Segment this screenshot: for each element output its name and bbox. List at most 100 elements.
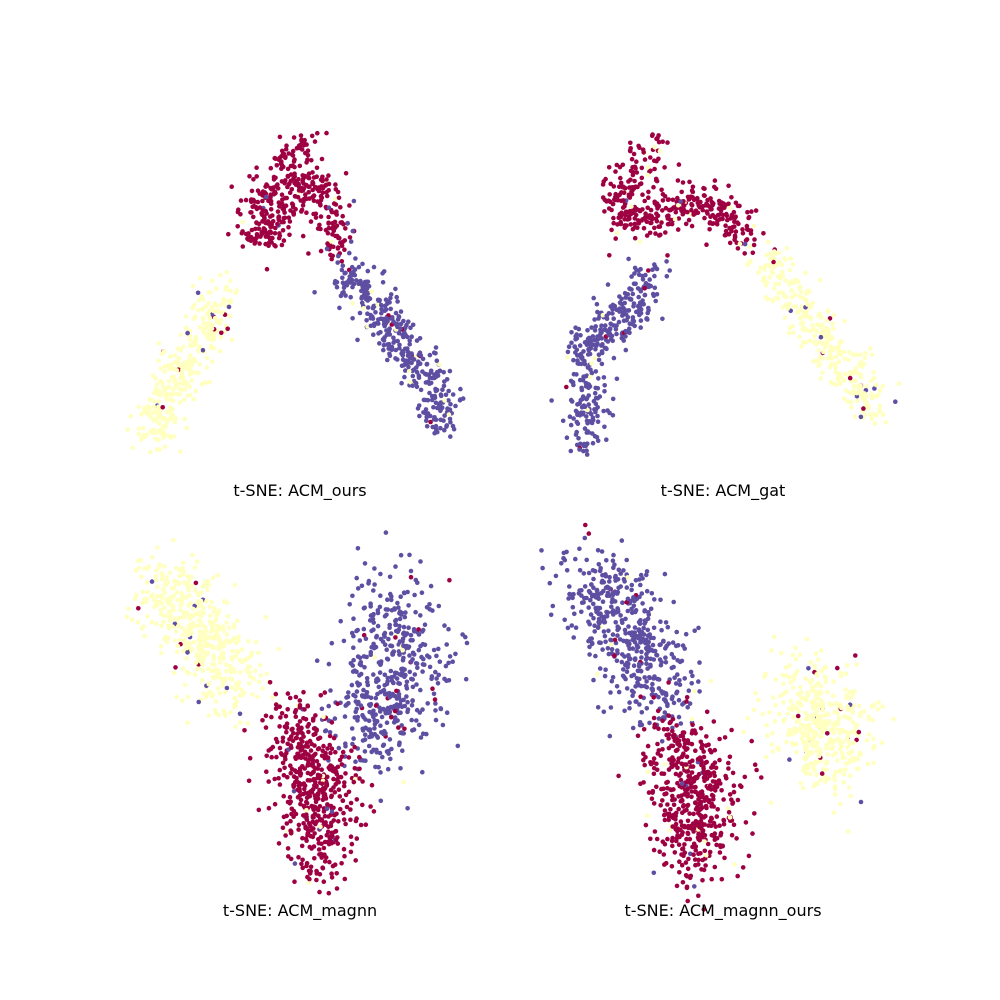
scatter-point-yellow	[198, 590, 204, 596]
scatter-point-red	[660, 798, 665, 803]
scatter-point-red	[686, 217, 692, 223]
scatter-point-yellow	[232, 582, 238, 588]
scatter-point-purple	[614, 610, 619, 615]
scatter-point-yellow	[852, 414, 858, 420]
scatter-point-purple	[370, 616, 376, 622]
scatter-point-yellow	[810, 323, 815, 328]
scatter-point-yellow	[662, 762, 668, 767]
scatter-point-yellow	[446, 412, 452, 417]
scatter-point-red	[254, 220, 259, 225]
scatter-point-yellow	[828, 344, 834, 350]
scatter-point-purple	[626, 653, 631, 659]
scatter-point-yellow	[565, 355, 570, 360]
scatter-point-red	[698, 726, 704, 731]
scatter-point-purple	[584, 396, 590, 401]
scatter-point-purple	[607, 574, 612, 580]
scatter-point-red	[319, 753, 325, 759]
scatter-point-red	[279, 154, 284, 159]
scatter-point-yellow	[797, 316, 803, 321]
scatter-point-purple	[599, 349, 605, 354]
scatter-point-yellow	[369, 289, 374, 295]
scatter-point-red	[236, 207, 241, 212]
scatter-point-purple	[636, 294, 641, 300]
scatter-point-yellow	[178, 637, 183, 642]
scatter-point-purple	[351, 736, 356, 741]
scatter-point-purple	[416, 403, 422, 408]
scatter-point-yellow	[172, 578, 178, 584]
scatter-point-purple	[351, 281, 357, 287]
scatter-point-red	[717, 217, 723, 222]
scatter-point-yellow	[825, 356, 831, 361]
scatter-point-yellow	[171, 374, 177, 380]
scatter-point-yellow	[869, 416, 875, 421]
scatter-point-red	[730, 770, 736, 776]
scatter-point-red	[653, 231, 658, 236]
scatter-point-red	[679, 761, 684, 767]
scatter-point-purple	[606, 651, 612, 657]
scatter-point-yellow	[182, 397, 187, 403]
scatter-point-purple	[423, 410, 428, 416]
scatter-point-red	[609, 227, 614, 233]
scatter-point-purple	[372, 582, 377, 587]
scatter-point-red	[700, 805, 705, 810]
scatter-point-red	[648, 760, 653, 765]
scatter-point-purple	[423, 397, 428, 403]
scatter-point-purple	[676, 697, 682, 703]
scatter-point-red	[669, 787, 674, 793]
scatter-point-purple	[382, 614, 388, 619]
scatter-point-red	[621, 190, 627, 196]
scatter-point-yellow	[156, 341, 161, 346]
scatter-point-purple	[367, 703, 373, 709]
scatter-point-purple	[645, 616, 651, 621]
scatter-point-purple	[446, 398, 451, 403]
scatter-point-yellow	[161, 619, 166, 625]
scatter-point-yellow	[793, 656, 799, 662]
scatter-point-purple	[675, 658, 680, 663]
scatter-point-red	[640, 192, 645, 197]
scatter-point-purple	[569, 623, 575, 628]
scatter-point-red	[663, 205, 669, 211]
scatter-point-red	[277, 745, 283, 751]
scatter-point-yellow	[156, 410, 161, 416]
scatter-point-yellow	[153, 376, 158, 381]
scatter-point-purple	[577, 588, 582, 593]
scatter-point-purple	[584, 452, 590, 457]
scatter-point-red	[279, 219, 285, 225]
scatter-point-yellow	[185, 669, 190, 675]
scatter-point-yellow	[304, 807, 309, 813]
scatter-point-red	[296, 741, 302, 747]
scatter-point-yellow	[831, 326, 836, 332]
scatter-point-yellow	[166, 433, 171, 438]
scatter-point-purple	[573, 350, 578, 355]
scatter-point-purple	[587, 644, 592, 650]
scatter-point-red	[312, 139, 318, 144]
scatter-point-red	[291, 159, 297, 164]
scatter-point-red	[332, 812, 337, 818]
scatter-point-purple	[377, 341, 382, 346]
scatter-point-purple	[645, 310, 650, 316]
scatter-point-yellow	[877, 407, 882, 413]
scatter-point-purple	[637, 621, 643, 626]
scatter-point-red	[670, 835, 675, 841]
scatter-point-red	[341, 817, 347, 822]
scatter-point-red	[332, 790, 338, 795]
scatter-point-purple	[595, 438, 601, 444]
scatter-point-yellow	[181, 360, 187, 365]
scatter-point-purple	[338, 618, 344, 624]
scatter-point-yellow	[154, 621, 159, 626]
scatter-point-red	[344, 804, 350, 810]
scatter-point-yellow	[232, 702, 237, 707]
scatter-point-red	[654, 218, 660, 224]
scatter-point-purple	[443, 392, 449, 398]
scatter-point-purple	[592, 328, 598, 333]
scatter-point-purple	[638, 572, 644, 578]
scatter-point-red	[629, 156, 635, 162]
scatter-point-red	[685, 209, 690, 215]
scatter-point-yellow	[164, 575, 169, 580]
scatter-point-purple	[411, 378, 417, 384]
scatter-point-yellow	[815, 701, 820, 707]
scatter-point-yellow	[193, 587, 198, 593]
scatter-point-red	[642, 198, 647, 204]
scatter-point-yellow	[195, 600, 200, 606]
scatter-point-yellow	[204, 365, 210, 370]
